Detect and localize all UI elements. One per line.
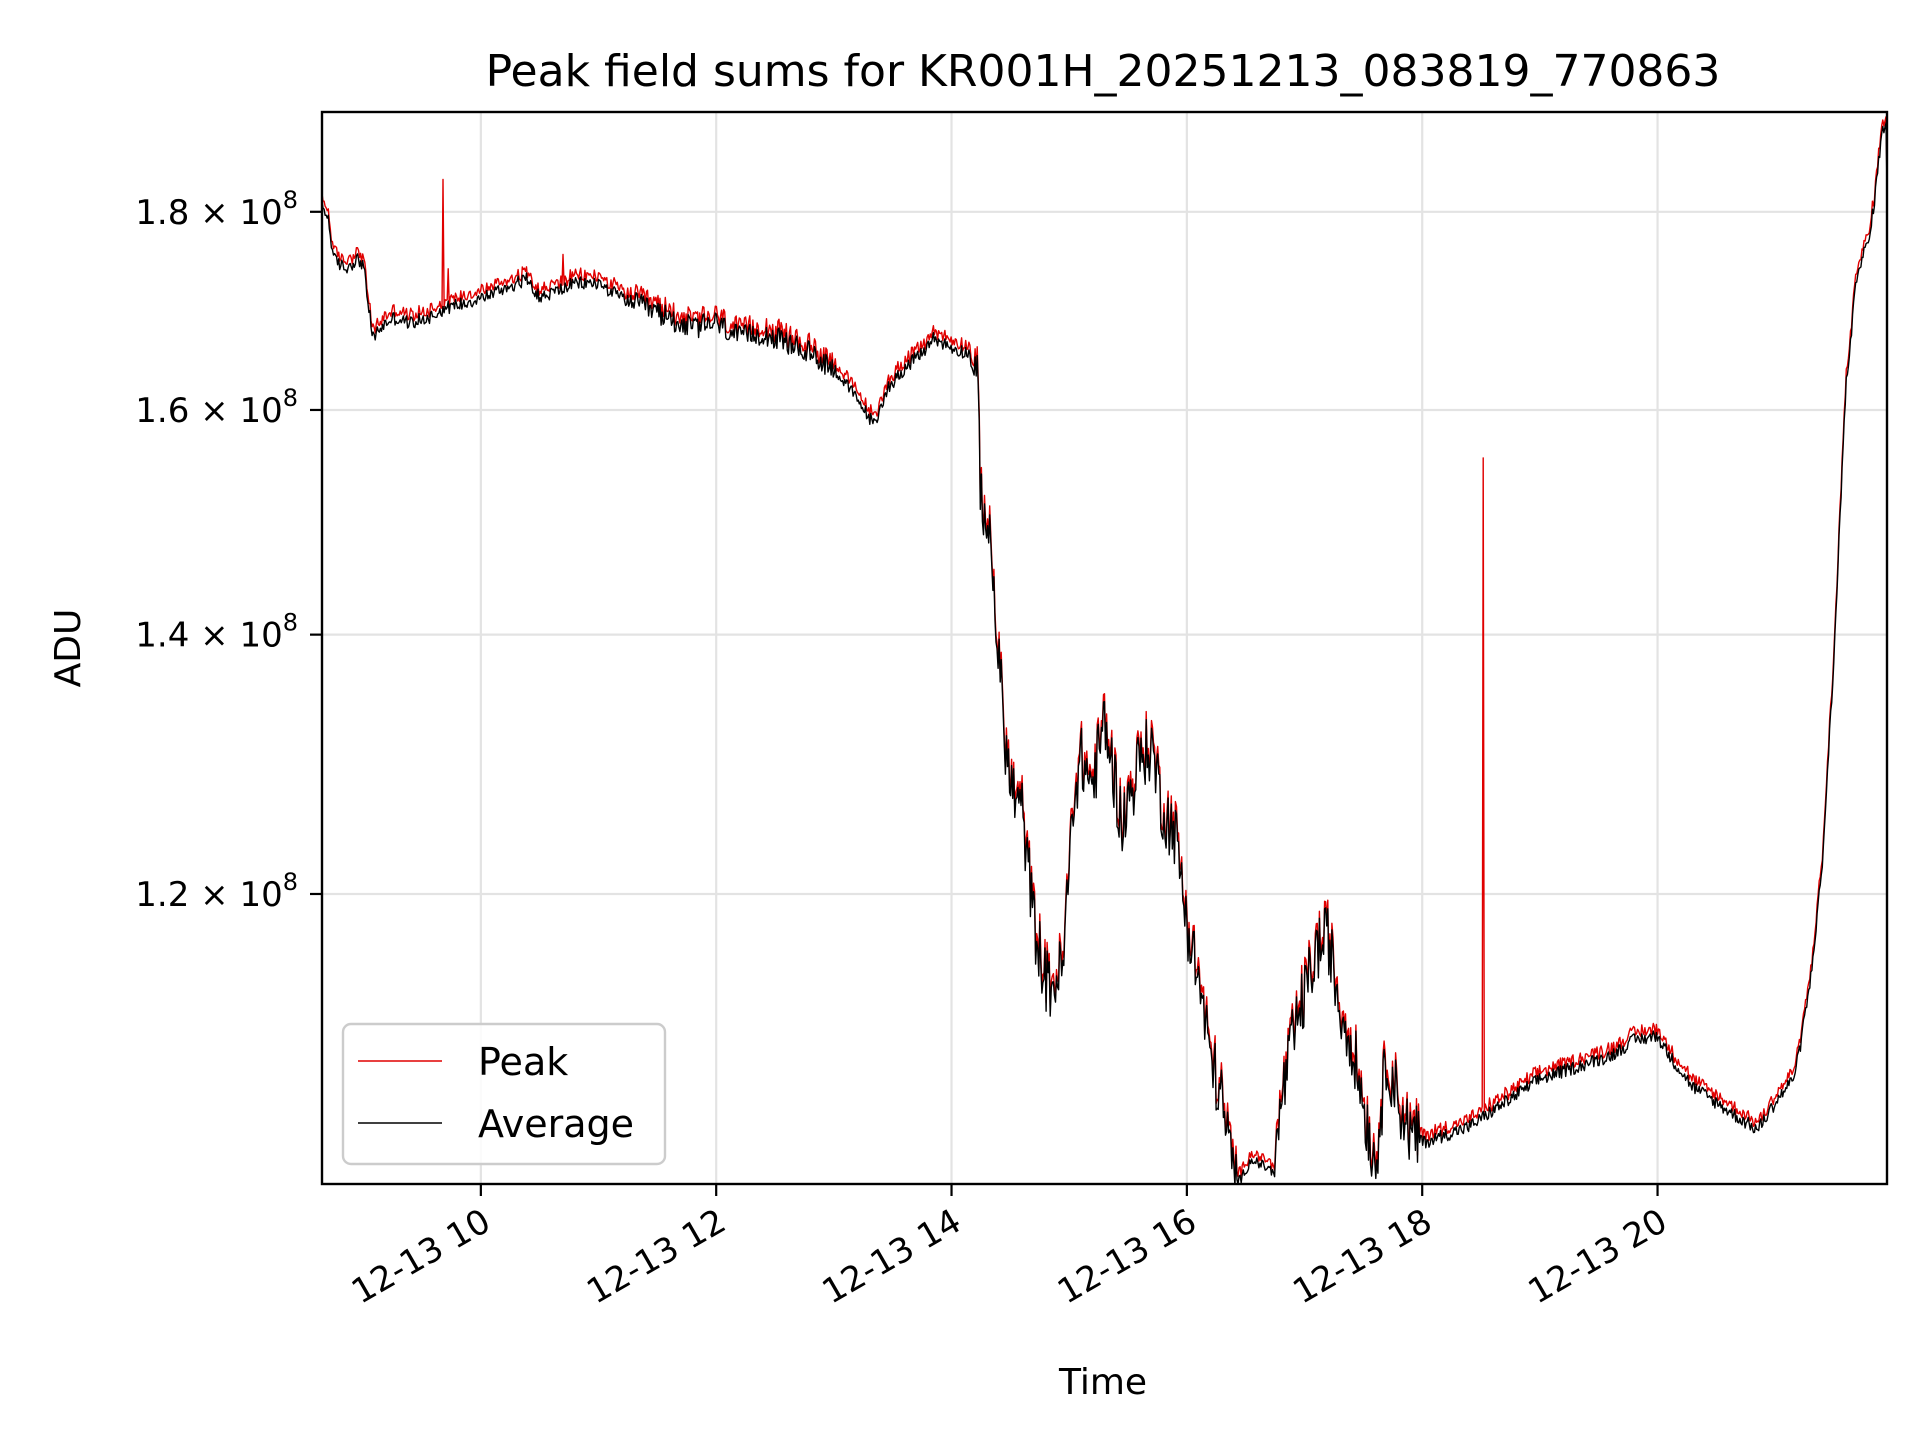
- grid-lines: [322, 112, 1887, 1184]
- y-tick-label: 1.6 × 108: [135, 384, 298, 431]
- x-axis-label: Time: [1058, 1362, 1147, 1403]
- legend-frame: [341, 1022, 667, 1166]
- y-axis-label: ADU: [48, 609, 89, 688]
- y-tick-label: 1.8 × 108: [135, 186, 298, 233]
- legend-label-average: Average: [478, 1102, 634, 1146]
- legend-label-peak: Peak: [478, 1040, 568, 1084]
- legend: Peak Average: [341, 1022, 667, 1166]
- series-line-peak: [322, 116, 1887, 1179]
- y-axis-ticks: 1.2 × 108 1.4 × 108 1.6 × 108 1.8 × 108: [135, 186, 322, 915]
- chart-title: Peak field sums for KR001H_20251213_0838…: [486, 46, 1721, 97]
- series-layer: [322, 116, 1887, 1184]
- plot-area-frame: [320, 110, 1889, 1186]
- y-tick-label: 1.2 × 108: [135, 868, 298, 915]
- series-line-average: [322, 122, 1887, 1184]
- y-tick-label: 1.4 × 108: [135, 609, 298, 656]
